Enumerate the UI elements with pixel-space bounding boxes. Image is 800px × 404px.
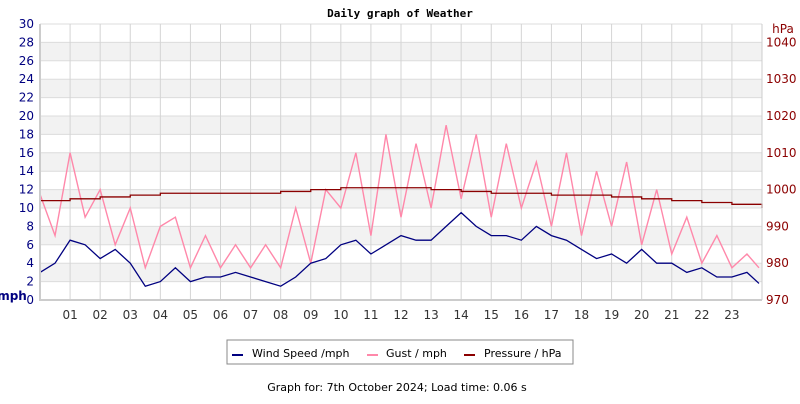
pressure-line <box>40 187 763 208</box>
y-left-tick-label: 18 <box>19 127 34 141</box>
x-tick-label: 03 <box>123 308 138 322</box>
y-right-tick-label: 1000 <box>766 183 797 197</box>
x-tick-label: 15 <box>484 308 499 322</box>
y-left-tick-label: 16 <box>19 146 34 160</box>
footer-text: Graph for: 7th October 2024; Load time: … <box>267 381 527 394</box>
y-left-tick-label: 12 <box>19 183 34 197</box>
x-tick-label: 02 <box>93 308 108 322</box>
legend-box <box>226 339 574 365</box>
x-tick-label: 05 <box>183 308 198 322</box>
y-left-tick-label: 24 <box>19 72 34 86</box>
y-left-label: mph <box>0 289 27 303</box>
y-left-tick-label: 30 <box>19 17 34 31</box>
y-right-tick-label: 970 <box>766 293 789 307</box>
legend-gust: Gust / mph <box>386 347 447 360</box>
y-right-tick-label: 1010 <box>766 146 797 160</box>
legend-pressure: Pressure / hPa <box>484 347 562 360</box>
series-lines <box>39 125 763 287</box>
y-left-tick-label: 28 <box>19 35 34 49</box>
x-tick-label: 10 <box>333 308 348 322</box>
y-left-tick-label: 6 <box>26 238 34 252</box>
y-left-tick-label: 8 <box>26 219 34 233</box>
y-left-tick-label: 4 <box>26 256 34 270</box>
x-tick-label: 20 <box>634 308 649 322</box>
y-right-tick-label: 990 <box>766 219 789 233</box>
x-tick-label: 01 <box>62 308 77 322</box>
x-tick-label: 08 <box>273 308 288 322</box>
y-right-tick-label: 1020 <box>766 109 797 123</box>
y-right-tick-label: 980 <box>766 256 789 270</box>
y-left-tick-label: 0 <box>26 293 34 307</box>
gust-line <box>39 125 760 271</box>
x-tick-label: 12 <box>393 308 408 322</box>
y-left-tick-label: 26 <box>19 54 34 68</box>
y-left-tick-label: 14 <box>19 164 34 178</box>
y-right-tick-label: 1040 <box>766 35 797 49</box>
y-right-tick-label: 1030 <box>766 72 797 86</box>
x-tick-label: 13 <box>423 308 438 322</box>
x-tick-label: 23 <box>724 308 739 322</box>
x-tick-label: 19 <box>604 308 619 322</box>
x-tick-label: 22 <box>694 308 709 322</box>
x-tick-label: 06 <box>213 308 228 322</box>
x-tick-label: 07 <box>243 308 258 322</box>
y-left-tick-label: 10 <box>19 201 34 215</box>
wind-speed-line <box>39 211 760 287</box>
y-left-tick-label: 20 <box>19 109 34 123</box>
legend: Wind Speed /mph Gust / mph Pressure / hP… <box>226 339 574 365</box>
y-right-label: hPa <box>772 22 794 36</box>
x-tick-label: 17 <box>544 308 559 322</box>
y-left-tick-label: 2 <box>26 275 34 289</box>
x-tick-label: 04 <box>153 308 168 322</box>
legend-wind: Wind Speed /mph <box>252 347 350 360</box>
axes: 0246810121416182022242628309709809901000… <box>19 17 797 322</box>
x-tick-label: 16 <box>514 308 529 322</box>
chart-title: Daily graph of Weather <box>327 7 473 20</box>
x-tick-label: 09 <box>303 308 318 322</box>
x-tick-label: 14 <box>454 308 469 322</box>
x-tick-label: 18 <box>574 308 589 322</box>
y-left-tick-label: 22 <box>19 91 34 105</box>
x-tick-label: 11 <box>363 308 378 322</box>
x-tick-label: 21 <box>664 308 679 322</box>
